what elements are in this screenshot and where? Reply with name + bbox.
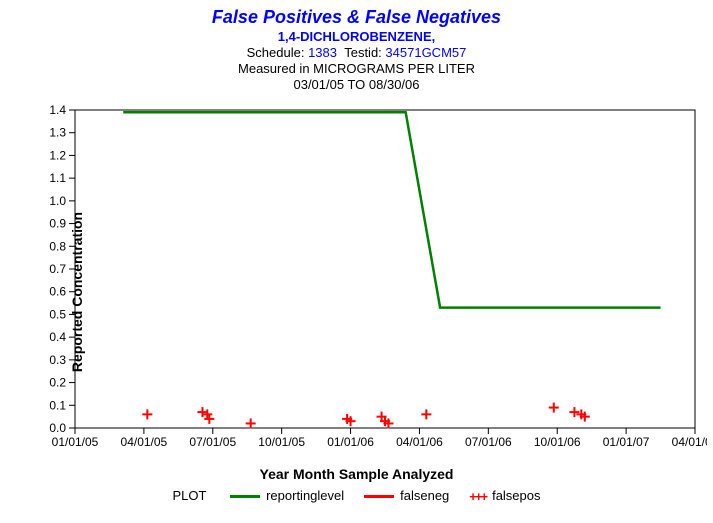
svg-text:04/01/07: 04/01/07 — [671, 435, 706, 449]
svg-text:01/01/06: 01/01/06 — [327, 435, 374, 449]
y-axis-label: Reported Concentration — [69, 211, 85, 371]
svg-text:04/01/06: 04/01/06 — [396, 435, 443, 449]
legend-swatch-plus: +++ — [469, 489, 486, 504]
svg-text:0.9: 0.9 — [49, 216, 66, 230]
legend-swatch-line — [230, 495, 260, 498]
svg-text:07/01/05: 07/01/05 — [189, 435, 236, 449]
testid-label: Testid: — [344, 45, 382, 60]
svg-text:10/01/06: 10/01/06 — [533, 435, 580, 449]
svg-text:0.1: 0.1 — [49, 398, 66, 412]
svg-text:0.4: 0.4 — [49, 330, 66, 344]
legend-item-label: reportinglevel — [266, 488, 344, 503]
chart-schedule-line: Schedule: 1383 Testid: 34571GCM57 — [0, 45, 713, 61]
svg-text:0.8: 0.8 — [49, 239, 66, 253]
svg-text:1.3: 1.3 — [49, 125, 66, 139]
chart-container: Reported Concentration 0.00.10.20.30.40.… — [7, 102, 707, 482]
chart-title-main: False Positives & False Negatives — [0, 6, 713, 29]
schedule-value: 1383 — [308, 45, 337, 60]
legend: PLOT reportinglevel falseneg +++ falsepos — [0, 488, 713, 504]
svg-text:04/01/05: 04/01/05 — [120, 435, 167, 449]
legend-item-label: falsepos — [492, 488, 540, 503]
svg-text:01/01/05: 01/01/05 — [51, 435, 98, 449]
chart-title-sub: 1,4-DICHLOROBENZENE, — [0, 29, 713, 45]
testid-value: 34571GCM57 — [385, 45, 466, 60]
x-axis-label: Year Month Sample Analyzed — [7, 466, 707, 482]
svg-text:07/01/06: 07/01/06 — [464, 435, 511, 449]
legend-label: PLOT — [173, 488, 207, 503]
measured-line: Measured in MICROGRAMS PER LITER — [0, 61, 713, 77]
svg-text:0.6: 0.6 — [49, 284, 66, 298]
legend-item-falsepos: +++ falsepos — [469, 488, 540, 504]
svg-text:0.2: 0.2 — [49, 375, 66, 389]
svg-text:0.5: 0.5 — [49, 307, 66, 321]
svg-text:1.2: 1.2 — [49, 148, 66, 162]
schedule-label: Schedule: — [247, 45, 305, 60]
daterange-line: 03/01/05 TO 08/30/06 — [0, 77, 713, 93]
svg-text:1.1: 1.1 — [49, 171, 66, 185]
svg-text:10/01/05: 10/01/05 — [258, 435, 305, 449]
chart-titles: False Positives & False Negatives 1,4-DI… — [0, 0, 713, 94]
svg-text:0.0: 0.0 — [49, 421, 66, 435]
svg-text:0.3: 0.3 — [49, 352, 66, 366]
chart-svg: 0.0 0.1 0.2 0.3 0.4 0.5 0.6 0.7 0.8 0.9 1.0 1.1 1.2 1… — [7, 102, 707, 462]
legend-item-reportinglevel: reportinglevel — [230, 488, 344, 503]
svg-text:1.4: 1.4 — [49, 103, 66, 117]
legend-swatch-line — [364, 495, 394, 498]
legend-item-falseneg: falseneg — [364, 488, 449, 503]
svg-text:0.7: 0.7 — [49, 262, 66, 276]
legend-item-label: falseneg — [400, 488, 449, 503]
svg-text:1.0: 1.0 — [49, 193, 66, 207]
svg-text:01/01/07: 01/01/07 — [602, 435, 649, 449]
